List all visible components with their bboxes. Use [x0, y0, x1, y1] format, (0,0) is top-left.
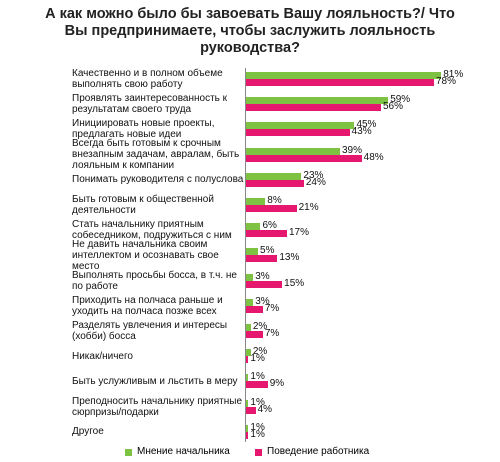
bar: [246, 172, 302, 180]
bar: [246, 198, 266, 205]
bar: [246, 230, 287, 238]
value-label: 56%: [382, 101, 403, 113]
category-label: Никак/ничего: [72, 350, 133, 362]
axis-line: [245, 68, 246, 442]
legend-item: Мнение начальника: [125, 447, 230, 457]
bar: [246, 406, 256, 414]
value-label: 1%: [250, 421, 265, 433]
value-label: 21%: [298, 202, 319, 213]
value-label: 8%: [267, 195, 282, 206]
value-label: 6%: [262, 220, 277, 232]
bar: [246, 298, 254, 306]
bar: [246, 305, 263, 313]
bar: [246, 79, 434, 86]
bar: [246, 374, 249, 382]
bar: [246, 424, 249, 432]
bar: [246, 248, 259, 256]
category-label: Приходить на полчаса раньше и уходить на…: [72, 294, 223, 317]
category-label: Стать начальнику приятным собеседником, …: [72, 219, 232, 242]
category-label: Быть готовым к общественной деятельности: [72, 194, 214, 216]
value-label: 7%: [264, 302, 280, 314]
bar: [246, 147, 340, 155]
category-label: Всегда быть готовым к срочным внезапным …: [72, 138, 240, 172]
bar: [246, 255, 278, 263]
legend-swatch: [255, 448, 262, 456]
value-label: 17%: [288, 227, 309, 239]
bar: [246, 399, 249, 407]
value-label: 78%: [435, 76, 456, 87]
category-label: Качественно и в полном объеме выполнять …: [72, 68, 223, 90]
legend-label: Мнение начальника: [137, 446, 230, 457]
bar: [246, 381, 268, 389]
category-label: Быть услужливым и льстить в меру: [72, 375, 238, 387]
value-label: 4%: [257, 403, 273, 415]
bar: [246, 97, 389, 105]
value-label: 13%: [279, 252, 300, 264]
value-label: 48%: [363, 151, 384, 163]
bar: [246, 129, 350, 137]
value-label: 7%: [264, 328, 280, 339]
value-label: 45%: [356, 119, 377, 131]
legend-item: Поведение работника: [255, 447, 369, 457]
category-label: Не давить начальника своим интеллектом и…: [72, 238, 219, 272]
category-label: Понимать руководителя с полуслова: [72, 174, 244, 186]
category-label: Выполнять просьбы босса, в т.ч. не по ра…: [72, 269, 237, 292]
bar: [246, 349, 251, 357]
bar: [246, 356, 249, 364]
value-label: 43%: [351, 126, 372, 138]
category-label: Другое: [72, 426, 104, 438]
value-label: 2%: [252, 321, 268, 332]
category-label: Преподносить начальнику приятные сюрприз…: [72, 395, 243, 418]
bar: [246, 205, 297, 212]
bar: [246, 223, 261, 231]
value-label: 1%: [250, 353, 265, 365]
bar: [246, 431, 249, 439]
value-label: 2%: [252, 346, 268, 358]
bar: [246, 154, 362, 162]
value-label: 3%: [255, 270, 270, 282]
bar: [246, 72, 442, 79]
value-label: 24%: [305, 176, 326, 188]
bar: [246, 273, 254, 281]
chart-title: А как можно было бы завоевать Вашу лояль…: [45, 6, 455, 56]
bar: [246, 104, 381, 112]
value-label: 39%: [341, 144, 362, 156]
value-label: 1%: [250, 371, 265, 383]
bar: [246, 280, 283, 288]
category-label: Инициировать новые проекты, предлагать н…: [72, 118, 215, 141]
bar: [246, 179, 304, 187]
category-label: Разделять увлечения и интересы (хобби) б…: [72, 320, 228, 342]
value-label: 1%: [250, 428, 265, 440]
value-label: 3%: [255, 295, 270, 307]
bar: [246, 324, 251, 331]
bar: [246, 122, 355, 130]
legend-label: Поведение работника: [267, 446, 370, 457]
value-label: 1%: [250, 396, 265, 408]
value-label: 5%: [260, 245, 275, 257]
bar: [246, 331, 263, 338]
legend-swatch: [125, 448, 132, 456]
value-label: 9%: [269, 378, 285, 390]
value-label: 59%: [390, 94, 411, 106]
value-label: 81%: [443, 69, 464, 80]
value-label: 15%: [284, 277, 305, 289]
category-label: Проявлять заинтересованность к результат…: [72, 93, 228, 116]
value-label: 23%: [303, 169, 324, 181]
